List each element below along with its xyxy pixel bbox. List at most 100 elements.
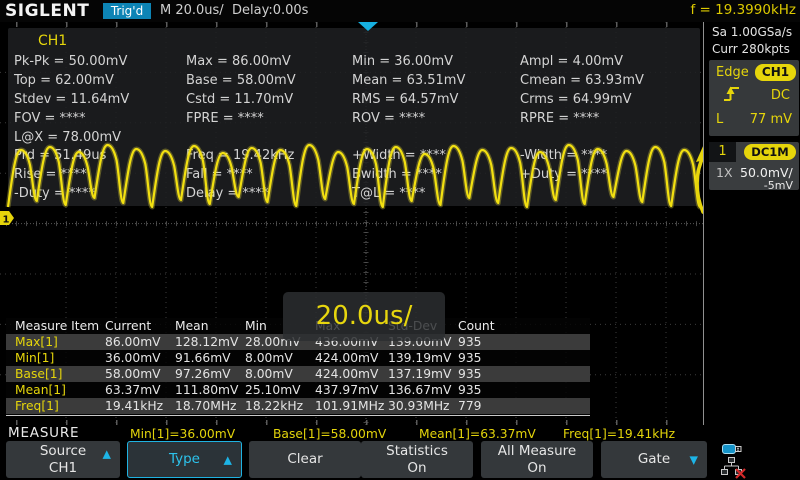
measure-value-cell: 935 — [458, 335, 482, 349]
menu-button-label: Gate — [637, 451, 671, 468]
measure-value-cell: 8.00mV — [245, 351, 293, 365]
table-column-header: Measure Item — [15, 319, 100, 333]
measure-value-cell: 779 — [458, 399, 482, 413]
measure-value-cell: 437.97mV — [315, 383, 379, 397]
stat-readout: L@X = 78.00mV — [14, 129, 122, 145]
stats-rows: Pk-Pk = 50.00mV Max = 86.00mV Min = 36.00m… — [14, 54, 700, 205]
stat-readout: Cmean = 63.93mV — [520, 72, 644, 88]
stat-readout: Base = 58.00mV — [186, 72, 296, 88]
delay-readout: Delay:0.00s — [232, 3, 309, 18]
ch1-marker-number: 1 — [3, 215, 10, 226]
measure-value-cell: 63.37mV — [105, 383, 161, 397]
menu-button-statistics[interactable]: Statistics On — [361, 441, 473, 478]
measure-value-cell: 128.12mV — [175, 335, 239, 349]
trigger-source-badge: CH1 — [755, 64, 796, 81]
volts-per-div-readout: 50.0mV/ — [740, 165, 793, 180]
timebase-readout: M 20.0us/ — [160, 3, 224, 18]
ch1-level-marker[interactable] — [0, 211, 14, 225]
menu-button-label: All Measure — [497, 443, 577, 459]
measure-value-cell: 8.00mV — [245, 367, 293, 381]
top-status-bar: SIGLENT Trig'd M 20.0us/ Delay:0.00s f =… — [0, 0, 800, 22]
readout-freq: Freq[1]=19.41kHz — [563, 427, 676, 441]
measure-value-cell: 91.66mV — [175, 351, 231, 365]
stat-readout: Ampl = 4.00mV — [520, 54, 624, 69]
measure-table-row: Mean[1] 63.37mV 111.80mV 25.10mV 437.97mV 136… — [6, 382, 590, 398]
measure-item-label: Max[1] — [15, 335, 58, 349]
stat-readout: ROV = **** — [352, 110, 426, 126]
menu-button-all-measure[interactable]: All Measure On — [481, 441, 593, 478]
sample-rate-readout: Sa 1.00GSa/s — [712, 25, 793, 39]
measurement-stats-panel: CH1 Pk-Pk = 50.00mV Max = 86.00mV Min = 36… — [8, 28, 700, 206]
rising-edge-icon — [724, 86, 739, 101]
measure-value-cell: 97.26mV — [175, 367, 231, 381]
trigger-position-marker[interactable] — [358, 22, 378, 31]
stats-channel-title: CH1 — [38, 33, 68, 49]
stat-readout: FPRE = **** — [186, 110, 264, 126]
table-column-header: Count — [458, 319, 495, 333]
menu-button-label: On — [407, 459, 427, 476]
measure-value-cell: 935 — [458, 351, 482, 365]
softkey-menu-bar: Source CH1 ▲ Type ▲ Clear Statistics On All Meas… — [0, 441, 800, 480]
frequency-counter: f = 19.3990kHz — [690, 2, 796, 18]
measure-table-row: Freq[1] 19.41kHz 18.70MHz 18.22kHz 101.91MHz… — [6, 398, 590, 414]
stat-readout: RPRE = **** — [520, 110, 600, 126]
stat-readout: Max = 86.00mV — [186, 54, 291, 69]
measure-value-cell: 25.10mV — [245, 383, 301, 397]
channel1-descriptor-panel[interactable]: 1 DC1M 1X 50.0mV/ -5mV — [709, 142, 799, 192]
right-sidebar: Sa 1.00GSa/s Curr 280kpts Edge CH1 DC L … — [704, 22, 800, 425]
menu-button-gate[interactable]: Gate ▼ — [601, 441, 707, 478]
menu-button-label: Type — [168, 451, 200, 468]
menu-button-label: CH1 — [48, 459, 78, 476]
lan-disconnected-icon — [721, 457, 746, 479]
timebase-popup: 20.0us/ — [283, 292, 445, 341]
measure-item-label: Base[1] — [15, 367, 63, 381]
trigger-descriptor-panel[interactable]: Edge CH1 DC L 77 mV — [709, 60, 799, 136]
menu-button-label: Statistics — [386, 443, 448, 459]
probe-attenuation-label: 1X — [716, 165, 733, 180]
chevron-down-icon: ▼ — [689, 453, 698, 466]
measure-value-cell: 137.19mV — [388, 367, 452, 381]
measure-statistics-table: Measure ItemCurrentMeanMinMaxStd-DevCoun… — [6, 318, 590, 416]
stat-readout: Min = 36.00mV — [352, 54, 453, 69]
ch1-waveform-trace — [6, 143, 702, 209]
stat-readout: FOV = **** — [14, 110, 86, 126]
measure-value-cell: 18.70MHz — [175, 399, 237, 413]
chevron-up-icon: ▲ — [102, 447, 111, 461]
measure-value-cell: 30.93MHz — [388, 399, 450, 413]
stat-readout: Stdev = 11.64mV — [14, 91, 130, 107]
usb-icon — [722, 444, 742, 454]
measure-value-cell: 101.91MHz — [315, 399, 385, 413]
measure-table-row: Min[1] 36.00mV 91.66mV 8.00mV 424.00mV 139.19… — [6, 350, 590, 366]
readout-base: Base[1]=58.00mV — [273, 427, 387, 441]
siglent-logo: SIGLENT — [5, 1, 90, 21]
menu-button-label: Source — [39, 443, 87, 459]
menu-button-type[interactable]: Type ▲ — [127, 441, 242, 478]
measure-value-cell: 19.41kHz — [105, 399, 164, 413]
channel-offset-readout: -5mV — [763, 179, 793, 192]
measure-value-cell: 36.00mV — [105, 351, 161, 365]
measure-value-cell: 139.19mV — [388, 351, 452, 365]
menu-button-label: Clear — [287, 451, 323, 468]
measure-value-cell: 424.00mV — [315, 351, 379, 365]
menu-button-source[interactable]: Source CH1 ▲ — [6, 441, 120, 478]
mode-label: MEASURE — [8, 425, 80, 441]
table-column-header: Current — [105, 319, 152, 333]
trigger-level-value: 77 mV — [749, 112, 792, 127]
readout-min: Min[1]=36.00mV — [130, 427, 236, 441]
menu-button-clear[interactable]: Clear — [249, 441, 361, 478]
measure-value-cell: 111.80mV — [175, 383, 239, 397]
waveform-layer: 1 — [0, 22, 713, 226]
stat-readout: Fall = **** — [186, 167, 253, 183]
measure-value-cell: 86.00mV — [105, 335, 161, 349]
measure-item-label: Freq[1] — [15, 399, 59, 413]
memory-depth-readout: Curr 280kpts — [712, 42, 790, 56]
chevron-up-icon: ▲ — [223, 453, 232, 466]
measure-value-cell: 424.00mV — [315, 367, 379, 381]
table-column-header: Min — [245, 319, 267, 333]
measure-value-cell: 935 — [458, 383, 482, 397]
stat-readout: Cstd = 11.70mV — [186, 91, 294, 107]
table-body: Max[1] 86.00mV 128.12mV 28.00mV 436.00mV 139.… — [6, 334, 590, 414]
trigger-coupling-label: DC — [770, 88, 790, 103]
trigger-mode-label: Edge — [716, 65, 749, 80]
